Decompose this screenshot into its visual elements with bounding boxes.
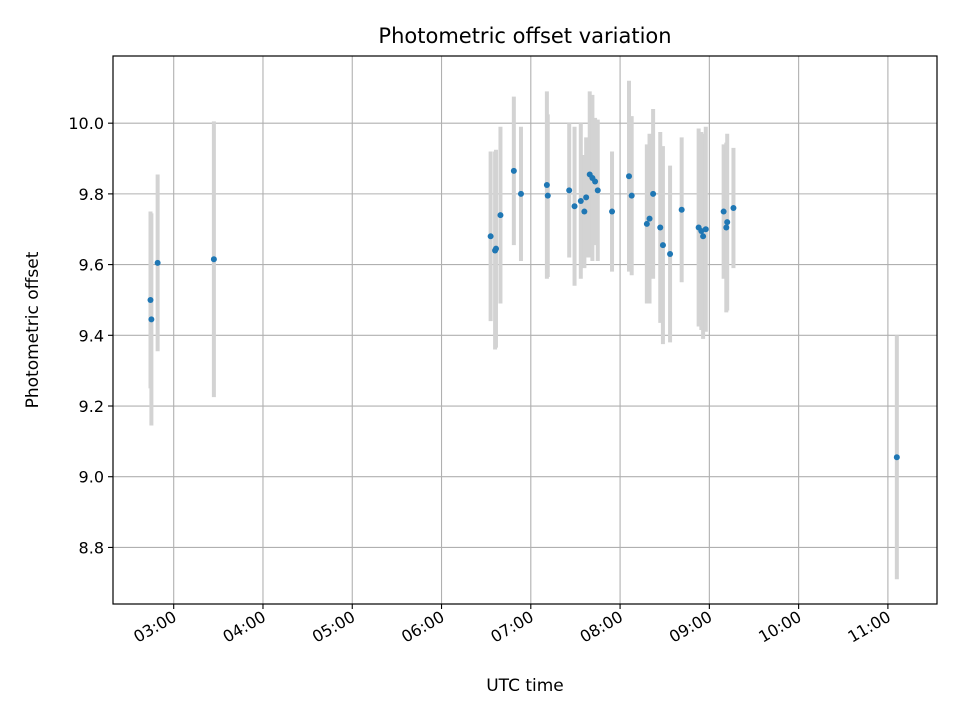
data-point — [678, 206, 685, 213]
data-point — [724, 219, 731, 226]
data-point — [566, 187, 573, 194]
data-point — [583, 194, 590, 201]
data-point — [893, 454, 900, 461]
data-point — [210, 256, 217, 263]
data-point — [626, 173, 633, 180]
y-tick-label: 9.2 — [79, 397, 104, 416]
data-point — [628, 192, 635, 199]
data-point — [657, 224, 664, 231]
data-point — [517, 190, 524, 197]
data-point — [720, 208, 727, 215]
data-points — [147, 167, 900, 461]
data-point — [609, 208, 616, 215]
data-point — [571, 203, 578, 210]
x-axis-label: UTC time — [486, 676, 564, 696]
data-point — [497, 212, 504, 219]
data-point — [723, 224, 730, 231]
y-tick-label: 9.0 — [79, 468, 104, 487]
data-point — [730, 205, 737, 212]
data-point — [543, 182, 550, 189]
data-point — [510, 167, 517, 174]
data-point — [492, 245, 499, 252]
data-point — [581, 208, 588, 215]
grid — [113, 56, 937, 604]
data-point — [148, 316, 155, 323]
data-point — [667, 250, 674, 257]
y-tick-label: 9.4 — [79, 326, 104, 345]
y-tick-label: 10.0 — [68, 114, 104, 133]
data-point — [544, 192, 551, 199]
data-point — [643, 220, 650, 227]
data-point — [147, 296, 154, 303]
data-point — [592, 178, 599, 185]
data-point — [659, 242, 666, 249]
data-point — [702, 226, 709, 233]
data-point — [646, 215, 653, 222]
data-point — [650, 190, 657, 197]
chart-title: Photometric offset variation — [378, 24, 671, 48]
data-point — [577, 197, 584, 204]
data-point — [487, 233, 494, 240]
plot-frame — [112, 55, 938, 605]
y-tick-label: 8.8 — [79, 538, 104, 557]
y-tick-label: 9.8 — [79, 185, 104, 204]
data-point — [700, 233, 707, 240]
y-axis-label: Photometric offset — [23, 251, 43, 408]
data-point — [594, 187, 601, 194]
y-tick-label: 9.6 — [79, 256, 104, 275]
y-axis-ticks: 8.8 9.0 9.2 9.4 9.6 9.8 10.0 — [68, 114, 113, 557]
data-point — [154, 259, 161, 266]
